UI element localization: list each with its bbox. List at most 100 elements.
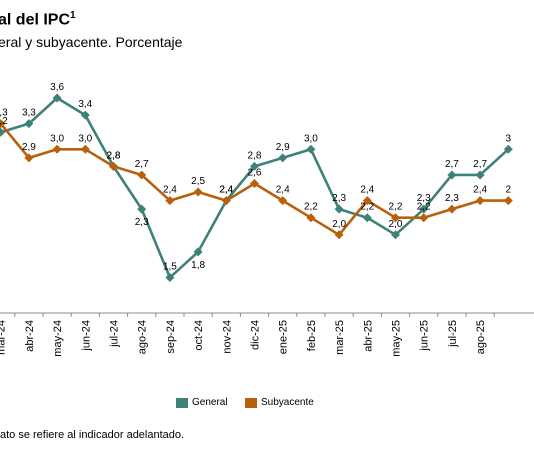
data-point-subyacente xyxy=(165,196,175,206)
data-point-general xyxy=(52,93,62,103)
data-label-general: 2,7 xyxy=(445,159,459,170)
data-point-subyacente xyxy=(503,196,513,206)
data-label-subyacente: 2,8 xyxy=(107,150,121,161)
data-point-general xyxy=(0,127,6,137)
data-label-subyacente: 2,4 xyxy=(163,185,177,196)
data-label-general: 2,3 xyxy=(417,193,431,204)
data-point-general xyxy=(334,204,344,214)
data-label-subyacente: 2,4 xyxy=(473,185,487,196)
data-point-general xyxy=(165,273,175,283)
x-tick-label: ago-25 xyxy=(475,320,487,354)
series-line-subyacente xyxy=(0,121,509,237)
data-point-subyacente xyxy=(334,230,344,240)
legend-item-subyacente: Subyacente xyxy=(245,397,314,408)
legend-swatch-general xyxy=(176,397,188,408)
data-label-subyacente: 2,4 xyxy=(219,185,233,196)
data-point-general xyxy=(24,119,34,129)
x-tick-label: feb-25 xyxy=(306,320,318,351)
data-label-general: 3,2 xyxy=(0,116,8,127)
data-label-general: 2,2 xyxy=(360,202,374,213)
x-tick-label: may-25 xyxy=(391,320,403,357)
data-label-general: 2,9 xyxy=(276,142,290,153)
x-tick-label: dic-24 xyxy=(250,320,262,350)
data-point-general xyxy=(278,153,288,163)
chart-legend: General Subyacente xyxy=(0,397,534,411)
data-label-subyacente: 2 xyxy=(506,185,512,196)
legend-label-general: General xyxy=(192,397,228,408)
data-label-subyacente: 3,0 xyxy=(50,133,64,144)
data-label-subyacente: 3,0 xyxy=(78,133,92,144)
data-label-general: 2,4 xyxy=(219,185,233,196)
data-point-subyacente xyxy=(137,170,147,180)
data-label-general: 3,3 xyxy=(22,108,36,119)
x-tick-label: jul-25 xyxy=(447,320,459,348)
data-point-subyacente xyxy=(419,213,429,223)
data-label-subyacente: 2,2 xyxy=(417,202,431,213)
x-tick-label: mar-25 xyxy=(334,320,346,355)
x-tick-label: may-24 xyxy=(52,320,64,357)
data-label-general: 2,8 xyxy=(248,150,262,161)
data-label-subyacente: 2,4 xyxy=(276,185,290,196)
x-tick-label: ago-24 xyxy=(137,320,149,354)
data-point-subyacente xyxy=(109,161,118,171)
data-point-subyacente xyxy=(250,179,259,188)
data-point-subyacente xyxy=(306,213,316,223)
data-point-general xyxy=(193,247,203,257)
data-label-subyacente: 3,3 xyxy=(0,108,8,119)
chart-title: al del IPC1 xyxy=(0,10,76,29)
data-point-general xyxy=(80,110,90,120)
data-point-subyacente xyxy=(278,196,288,206)
data-point-general xyxy=(250,161,259,171)
data-point-general xyxy=(475,170,485,180)
data-point-general xyxy=(306,144,316,154)
data-label-general: 1,8 xyxy=(191,260,205,271)
data-label-general: 2,3 xyxy=(332,193,346,204)
x-tick-label: abr-24 xyxy=(24,320,36,352)
data-point-subyacente xyxy=(447,204,457,214)
data-point-subyacente xyxy=(0,119,6,129)
data-label-general: 2,0 xyxy=(389,219,403,230)
data-point-subyacente xyxy=(193,187,203,197)
x-tick-label: jun-24 xyxy=(80,320,92,352)
legend-label-subyacente: Subyacente xyxy=(261,397,314,408)
x-tick-label: abr-25 xyxy=(362,320,374,352)
data-point-subyacente xyxy=(362,196,372,206)
data-label-subyacente: 2,3 xyxy=(445,193,459,204)
x-tick-label: nov-24 xyxy=(221,320,233,354)
data-point-subyacente xyxy=(52,144,62,154)
data-point-general xyxy=(391,230,400,240)
data-label-general: 3,0 xyxy=(304,133,318,144)
chart-subtitle: eral y subyacente. Porcentaje xyxy=(0,34,183,50)
data-label-general: 2,3 xyxy=(135,217,149,228)
data-label-subyacente: 2,2 xyxy=(389,202,403,213)
x-tick-label: sep-24 xyxy=(165,320,177,354)
data-label-general: 1,5 xyxy=(163,262,177,273)
data-point-general xyxy=(137,204,147,214)
data-point-subyacente xyxy=(221,196,231,206)
data-label-subyacente: 2,4 xyxy=(360,185,374,196)
data-point-general xyxy=(362,213,372,223)
data-label-subyacente: 2,0 xyxy=(332,219,346,230)
data-label-general: 3,4 xyxy=(78,99,92,110)
data-label-subyacente: 2,2 xyxy=(304,202,318,213)
legend-item-general: General xyxy=(176,397,228,408)
data-point-subyacente xyxy=(391,213,400,223)
data-point-subyacente xyxy=(80,144,90,154)
data-label-subyacente: 2,5 xyxy=(191,176,205,187)
x-tick-label: jun-25 xyxy=(419,320,431,352)
data-label-subyacente: 2,6 xyxy=(248,168,262,179)
line-chart: feb-24mar-24abr-24may-24jun-24jul-24ago-… xyxy=(0,82,534,357)
x-tick-label: mar-24 xyxy=(0,320,8,355)
data-point-subyacente xyxy=(475,196,485,206)
x-tick-label: ene-25 xyxy=(278,320,290,354)
legend-swatch-subyacente xyxy=(245,397,257,408)
data-label-general: 2,7 xyxy=(473,159,487,170)
data-point-subyacente xyxy=(24,153,34,163)
data-label-subyacente: 2,9 xyxy=(22,142,36,153)
chart-footnote: ato se refiere al indicador adelantado. xyxy=(0,429,185,441)
data-label-general: 3 xyxy=(506,133,512,144)
data-label-general: 2,8 xyxy=(107,150,121,161)
series-line-general xyxy=(0,96,510,279)
data-point-general xyxy=(419,204,429,214)
data-label-general: 3,6 xyxy=(50,82,64,93)
